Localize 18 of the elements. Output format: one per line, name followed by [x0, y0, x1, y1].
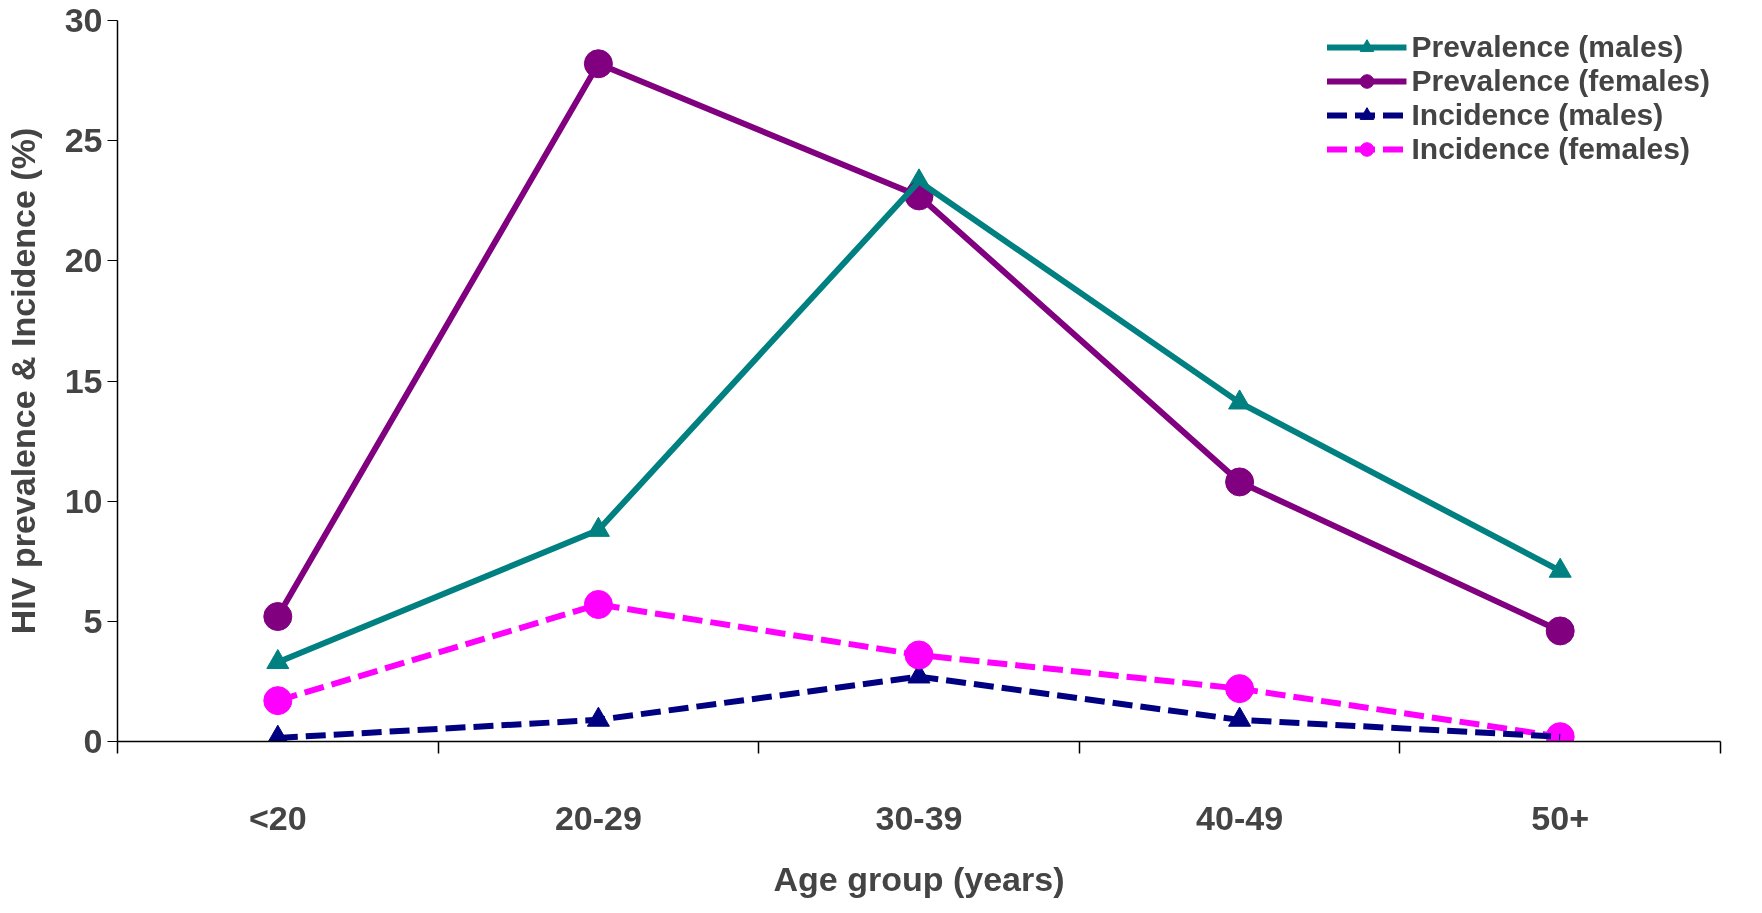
y-tick-label: 15 [64, 361, 103, 400]
legend-label: Prevalence (females) [1411, 64, 1710, 98]
y-tick-label: 5 [83, 601, 103, 640]
legend-label: Prevalence (males) [1411, 30, 1684, 64]
y-tick-label: 30 [64, 1, 103, 39]
x-tick-label: <20 [248, 798, 307, 837]
y-tick-label: 0 [83, 722, 103, 760]
x-axis-title: Age group (years) [773, 859, 1065, 898]
x-tick-label: 50+ [1531, 798, 1590, 837]
x-tick-label: 20-29 [554, 798, 642, 837]
legend-label: Incidence (males) [1411, 98, 1664, 132]
y-tick-label: 20 [64, 241, 103, 280]
x-tick-label: 30-39 [875, 798, 963, 837]
x-tick-label: 40-49 [1196, 798, 1284, 837]
y-axis-title: HIV prevalence & Incidence (%) [3, 127, 42, 635]
y-tick-label: 10 [64, 481, 103, 520]
y-tick-label: 25 [64, 121, 103, 160]
legend-label: Incidence (females) [1411, 132, 1690, 166]
